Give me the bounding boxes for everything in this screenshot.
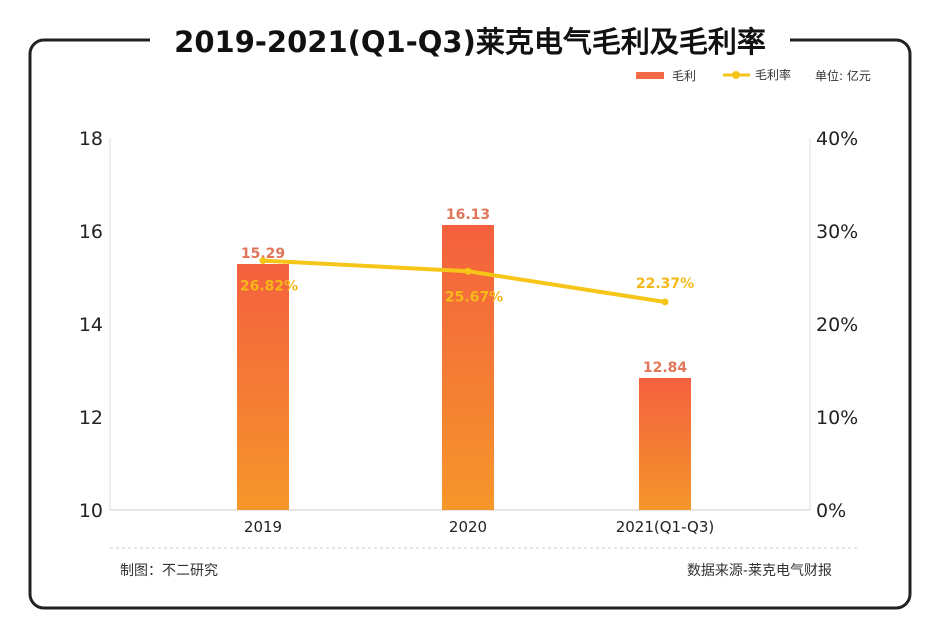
x-tick-label: 2019 (244, 518, 282, 536)
left-tick-label: 18 (79, 128, 103, 150)
bar-gross-profit (237, 264, 289, 510)
legend-swatch-gross-profit (636, 72, 664, 79)
bar-data-label: 12.84 (643, 360, 688, 376)
left-tick-label: 12 (79, 407, 103, 429)
bar-data-label: 16.13 (446, 207, 490, 223)
margin-data-label: 22.37% (636, 276, 694, 292)
left-tick-label: 16 (79, 221, 103, 243)
left-tick-label: 14 (79, 314, 103, 336)
chart-title: 2019-2021(Q1-Q3)莱克电气毛利及毛利率 (174, 25, 766, 59)
right-tick-label: 10% (816, 407, 858, 429)
margin-point (259, 257, 267, 265)
bar-gross-profit (442, 224, 494, 510)
margin-point (661, 298, 669, 306)
margin-data-label: 26.82% (240, 279, 298, 295)
margin-data-label: 25.67% (445, 289, 503, 305)
footer-source: 数据来源-莱克电气财报 (687, 563, 832, 579)
unit-label: 单位: 亿元 (815, 68, 871, 83)
footer-credit: 制图：不二研究 (120, 563, 218, 579)
right-tick-label: 0% (816, 500, 846, 522)
right-tick-label: 20% (816, 314, 858, 336)
right-tick-label: 30% (816, 221, 858, 243)
margin-point (464, 267, 472, 275)
left-tick-label: 10 (79, 500, 103, 522)
legend-label-margin: 毛利率 (755, 67, 791, 82)
x-tick-label: 2020 (449, 518, 487, 536)
legend-label-gross-profit: 毛利 (672, 69, 696, 83)
bar-data-label: 15.29 (241, 246, 285, 262)
bar-gross-profit (639, 377, 691, 510)
legend-swatch-margin (732, 71, 740, 79)
right-tick-label: 40% (816, 128, 858, 150)
x-tick-label: 2021(Q1-Q3) (616, 518, 715, 536)
